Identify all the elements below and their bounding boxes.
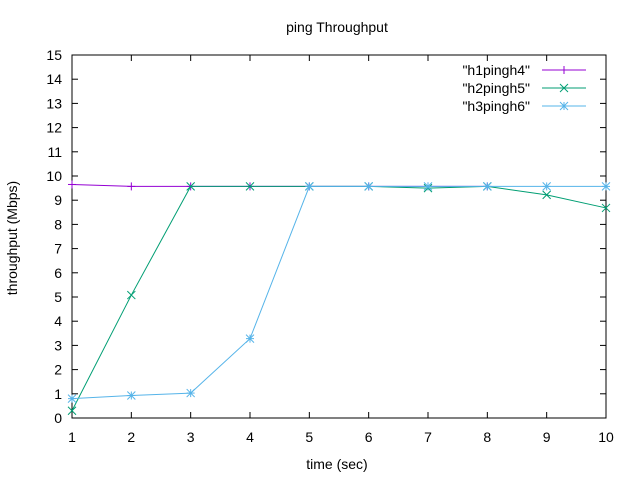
legend-label: "h2pingh5": [462, 80, 530, 96]
data-point: [67, 394, 77, 403]
y-tick-label: 3: [54, 337, 62, 353]
x-tick-label: 3: [187, 429, 195, 445]
y-tick-label: 10: [46, 168, 62, 184]
data-point: [245, 334, 255, 343]
y-tick-label: 14: [46, 71, 62, 87]
data-point: [245, 182, 255, 191]
y-tick-label: 0: [54, 410, 62, 426]
legend-marker: [559, 83, 569, 93]
plot-border: [71, 54, 607, 419]
data-point: [126, 391, 136, 400]
y-tick-label: 8: [54, 216, 62, 232]
legend: "h1pingh4" "h2pingh5" "h3pingh6": [462, 62, 586, 114]
x-tick-label: 10: [598, 429, 614, 445]
legend-label: "h1pingh4": [462, 62, 530, 78]
data-point: [126, 290, 136, 300]
data-point: [186, 182, 196, 191]
legend-label: "h3pingh6": [462, 98, 530, 114]
x-tick-label: 1: [68, 429, 76, 445]
data-point: [542, 190, 552, 200]
y-axis-label: throughput (Mbps): [4, 181, 20, 295]
series-1: [67, 182, 611, 416]
x-axis: 1 2 3 4 5 6 7 8 9 10: [68, 55, 614, 445]
x-tick-label: 7: [424, 429, 432, 445]
data-point: [67, 406, 77, 416]
data-point: [364, 182, 374, 191]
data-point: [186, 388, 196, 398]
chart-title: ping Throughput: [286, 19, 388, 35]
plot-frame: [71, 54, 607, 419]
y-tick-label: 5: [54, 289, 62, 305]
y-tick-label: 15: [46, 47, 62, 63]
data-point: [542, 182, 552, 191]
data-point: [601, 203, 611, 213]
y-tick-label: 12: [46, 120, 62, 136]
y-tick-label: 13: [46, 95, 62, 111]
x-tick-label: 5: [305, 429, 313, 445]
legend-marker: [560, 66, 568, 74]
data-point: [68, 180, 76, 189]
y-tick-label: 7: [54, 241, 62, 257]
series-2: [67, 182, 611, 403]
y-tick-label: 9: [54, 192, 62, 208]
x-tick-label: 9: [543, 429, 551, 445]
legend-marker: [559, 101, 569, 111]
data-point: [601, 182, 611, 191]
x-tick-label: 6: [365, 429, 373, 445]
x-tick-label: 4: [246, 429, 254, 445]
y-tick-label: 2: [54, 362, 62, 378]
y-tick-label: 1: [54, 386, 62, 402]
x-tick-label: 2: [127, 429, 135, 445]
data-point: [304, 182, 314, 191]
y-tick-label: 4: [54, 313, 62, 329]
series-layer: [67, 180, 611, 416]
y-tick-label: 6: [54, 265, 62, 281]
data-point: [482, 182, 492, 191]
x-axis-label: time (sec): [306, 456, 367, 472]
data-point: [423, 182, 433, 191]
data-point: [127, 182, 136, 191]
series-line: [71, 185, 607, 411]
y-tick-label: 11: [47, 144, 62, 160]
series-line: [71, 185, 606, 400]
x-tick-label: 8: [483, 429, 491, 445]
